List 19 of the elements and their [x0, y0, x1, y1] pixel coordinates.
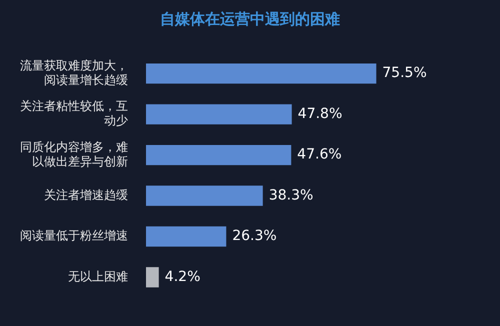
- bar: [146, 63, 376, 84]
- y-tick-label: 关注者粘性较低，互动少: [20, 99, 128, 128]
- data-label: 38.3%: [268, 187, 314, 204]
- data-label: 26.3%: [232, 228, 277, 244]
- y-tick-label: 同质化内容增多，难以做出差异与创新: [20, 140, 128, 168]
- bar: [146, 104, 292, 124]
- y-tick-label: 阅读量低于粉丝增速: [20, 228, 128, 243]
- bar: [146, 144, 292, 166]
- y-tick-label: 流量获取难度加大，阅读量增长趋缓: [20, 58, 128, 87]
- bar: [146, 267, 159, 288]
- bar: [146, 186, 263, 206]
- data-label: 47.6%: [297, 146, 342, 163]
- chart-title: 自媒体在运营中遇到的困难: [159, 10, 341, 29]
- data-label: 4.2%: [164, 268, 200, 285]
- y-tick-label: 无以上困难: [68, 269, 128, 284]
- data-label: 47.8%: [298, 106, 342, 122]
- bar: [146, 226, 226, 247]
- y-tick-label: 关注者增速趋缓: [44, 188, 128, 202]
- data-label: 75.5%: [382, 65, 427, 82]
